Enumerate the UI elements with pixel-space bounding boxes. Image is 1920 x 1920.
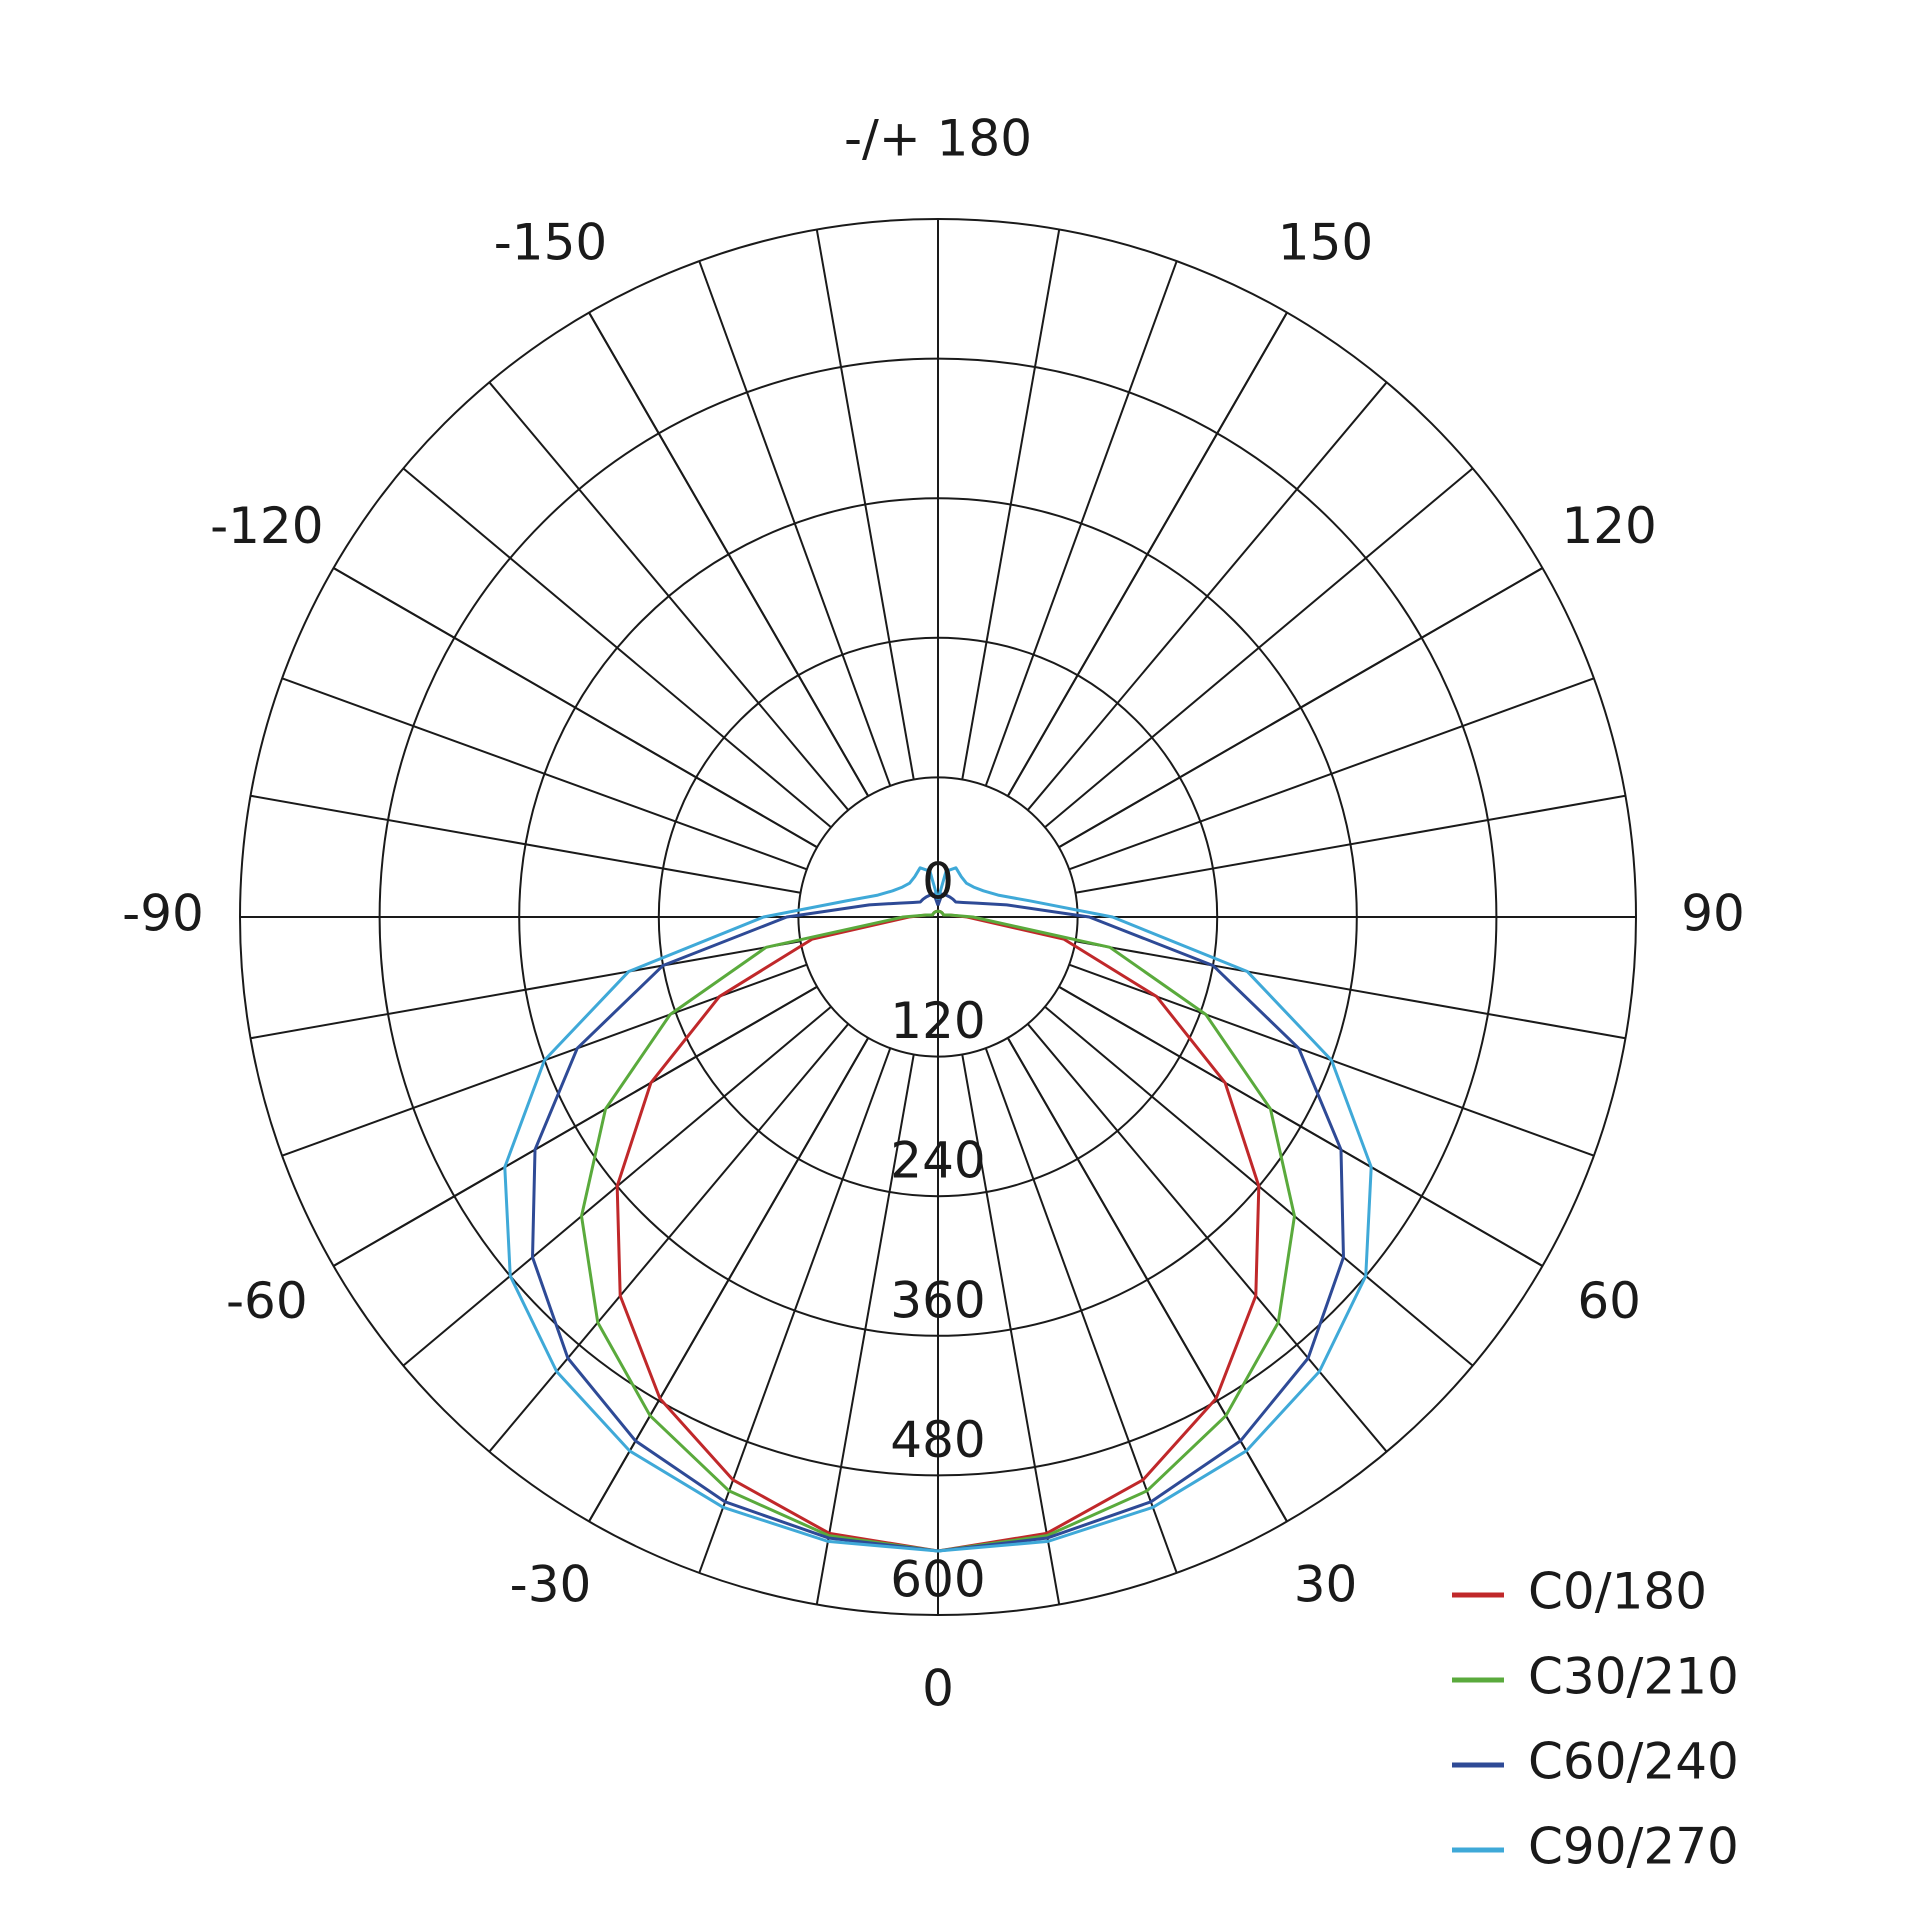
radial-tick-label: 120: [890, 992, 985, 1050]
radial-tick-label: 0: [922, 853, 954, 911]
angle-grid-line: [333, 567, 818, 849]
angle-grid-line: [333, 985, 818, 1267]
angle-tick-label: 150: [1278, 213, 1373, 271]
legend-label: C0/180: [1528, 1563, 1707, 1621]
angle-tick-label: -30: [510, 1556, 592, 1614]
radial-tick-label: 600: [890, 1551, 985, 1609]
radial-tick-label: 360: [890, 1271, 985, 1329]
radial-tick-label: 240: [890, 1132, 985, 1190]
angle-tick-label: -120: [210, 497, 323, 555]
angle-tick-label: 120: [1561, 497, 1656, 555]
angle-tick-label: -90: [122, 885, 204, 943]
radial-tick-label: 480: [890, 1411, 985, 1469]
angle-tick-label: -/+ 180: [844, 110, 1032, 168]
legend-label: C60/240: [1528, 1733, 1739, 1791]
angle-tick-label: -60: [226, 1272, 308, 1330]
angle-grid-line: [1006, 312, 1288, 797]
angle-tick-label: -150: [494, 213, 607, 271]
angle-tick-label: 0: [922, 1660, 954, 1718]
legend-label: C30/210: [1528, 1648, 1739, 1706]
legend-label: C90/270: [1528, 1818, 1739, 1876]
angle-grid-line: [588, 1037, 870, 1522]
angle-tick-label: 90: [1681, 885, 1745, 943]
angle-grid-line: [588, 312, 870, 797]
angle-tick-label: 60: [1577, 1272, 1641, 1330]
angle-grid-line: [1058, 985, 1543, 1267]
series-line: [503, 866, 1373, 1553]
angle-grid-line: [1006, 1037, 1288, 1522]
angle-grid-line: [1058, 567, 1543, 849]
angle-tick-label: 30: [1294, 1556, 1358, 1614]
